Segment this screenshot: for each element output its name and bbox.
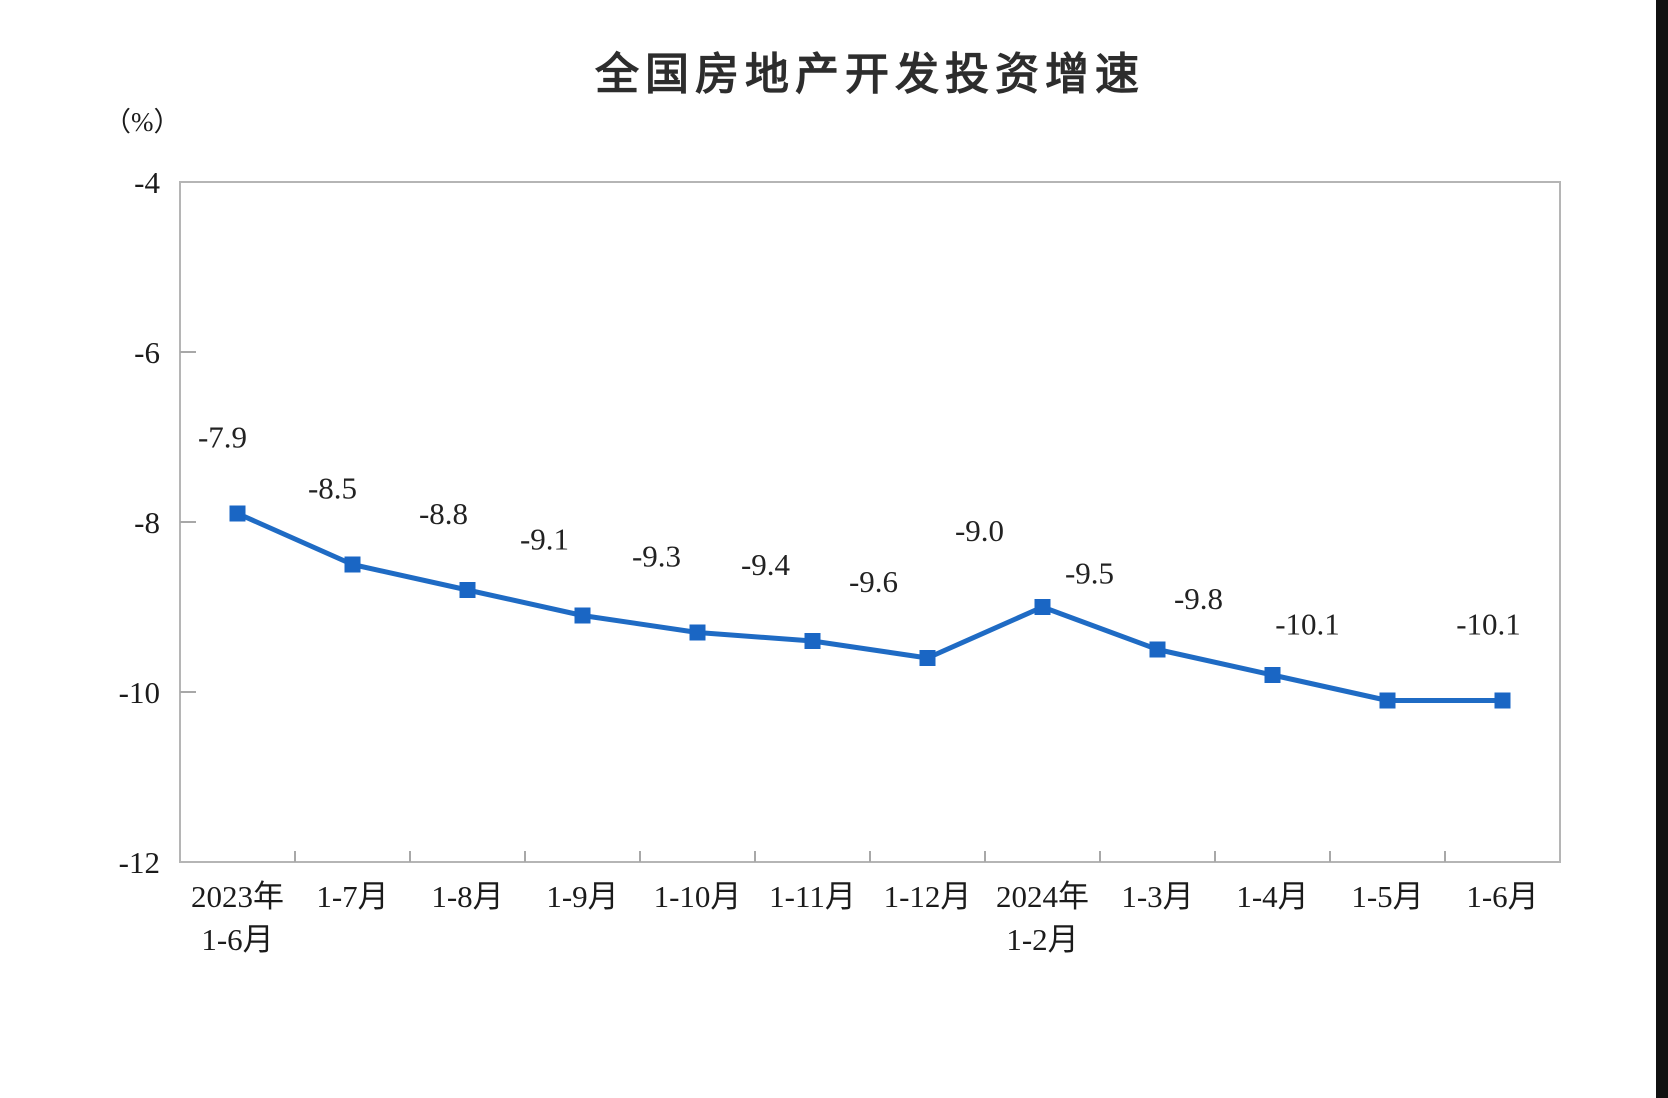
data-point-marker bbox=[1149, 641, 1166, 658]
data-point-label: -10.1 bbox=[1456, 607, 1521, 642]
data-point-marker bbox=[919, 650, 936, 666]
data-point-label: -10.1 bbox=[1275, 607, 1340, 642]
y-axis-tick-label: -4 bbox=[134, 165, 160, 200]
x-axis-category-label: 1-6月 bbox=[201, 922, 273, 957]
y-axis-tick-label: -6 bbox=[134, 335, 160, 370]
data-point-marker bbox=[344, 556, 361, 573]
x-axis-category-label: 1-8月 bbox=[431, 879, 503, 914]
data-point-label: -9.3 bbox=[632, 539, 681, 574]
data-point-marker bbox=[459, 582, 476, 598]
x-axis-category-label: 1-4月 bbox=[1236, 879, 1308, 914]
x-axis-category-label: 2024年 bbox=[996, 879, 1089, 914]
data-point-label: -8.8 bbox=[419, 496, 468, 531]
data-point-marker bbox=[574, 607, 591, 624]
x-axis-category-label: 1-10月 bbox=[654, 879, 742, 914]
data-point-marker bbox=[1034, 599, 1051, 615]
data-point-label: -8.5 bbox=[308, 471, 357, 506]
x-axis-category-label: 1-11月 bbox=[769, 879, 856, 914]
x-axis-category-label: 1-12月 bbox=[884, 879, 972, 914]
x-axis-category-label: 1-2月 bbox=[1006, 922, 1078, 957]
data-point-marker bbox=[1379, 692, 1396, 709]
data-point-label: -9.8 bbox=[1174, 581, 1223, 616]
x-axis-category-label: 2023年 bbox=[191, 879, 284, 914]
y-axis-tick-label: -10 bbox=[119, 675, 160, 710]
x-axis-category-label: 1-7月 bbox=[316, 879, 388, 914]
plot-border bbox=[179, 181, 1561, 863]
data-point-marker bbox=[1264, 667, 1281, 683]
data-point-marker bbox=[689, 624, 706, 641]
data-point-label: -9.0 bbox=[955, 513, 1004, 548]
series-line bbox=[235, 511, 1505, 703]
y-axis-unit-label: （%） bbox=[104, 107, 181, 137]
x-axis-category-label: 1-9月 bbox=[546, 879, 618, 914]
screen-edge-strip bbox=[1656, 0, 1668, 1098]
data-point-marker bbox=[229, 505, 246, 522]
x-axis-category-label: 1-6月 bbox=[1466, 879, 1538, 914]
data-point-marker bbox=[804, 633, 821, 649]
data-point-label: -9.1 bbox=[520, 522, 569, 557]
data-point-label: -9.6 bbox=[849, 564, 898, 599]
data-point-label: -9.4 bbox=[741, 547, 791, 582]
chart-title: 全国房地产开发投资增速 bbox=[595, 50, 1145, 99]
data-point-label: -9.5 bbox=[1065, 556, 1114, 591]
x-axis-category-label: 1-5月 bbox=[1351, 879, 1423, 914]
data-point-label: -7.9 bbox=[198, 420, 247, 455]
x-axis-category-label: 1-3月 bbox=[1121, 879, 1193, 914]
data-point-marker bbox=[1494, 692, 1511, 709]
y-axis-tick-label: -8 bbox=[134, 505, 160, 540]
y-axis-tick-label: -12 bbox=[119, 845, 160, 880]
